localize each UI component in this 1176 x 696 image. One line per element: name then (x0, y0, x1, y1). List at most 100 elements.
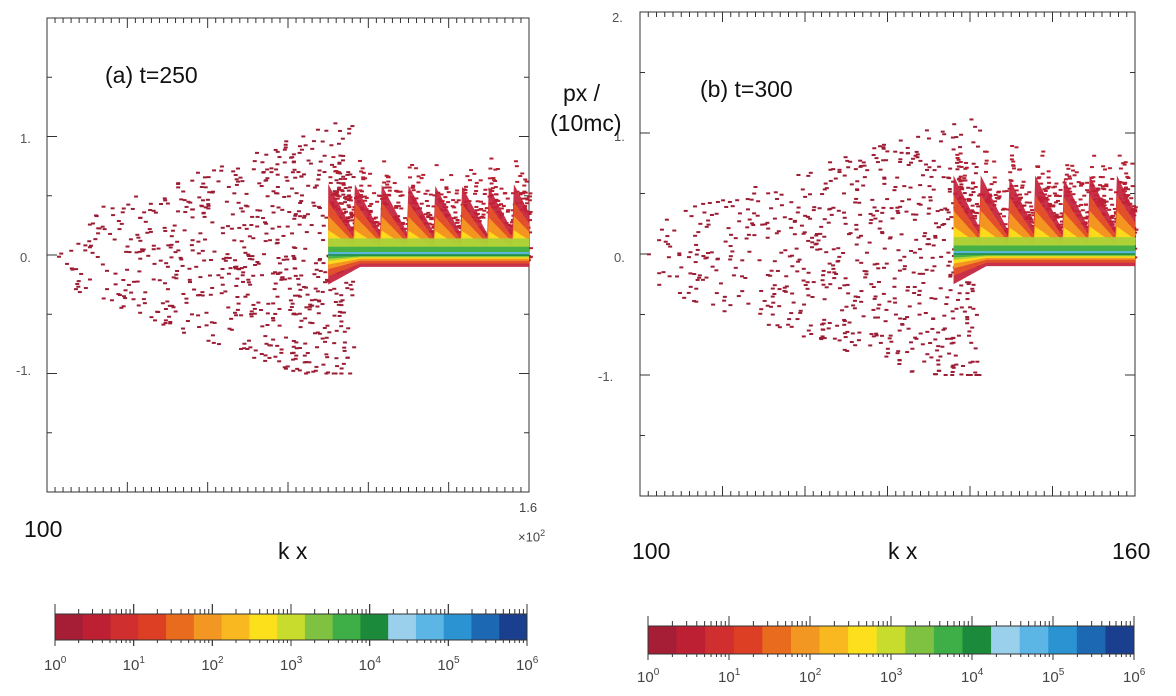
scatter-point (837, 255, 842, 258)
scatter-point (138, 311, 143, 314)
scatter-point (706, 219, 711, 222)
scatter-point (178, 256, 183, 259)
scatter-point (958, 146, 963, 149)
scatter-point (414, 167, 419, 170)
scatter-point (490, 190, 495, 193)
scatter-point (810, 241, 815, 244)
scatter-point (864, 273, 869, 276)
scatter-point (882, 143, 887, 146)
scatter-point (831, 264, 836, 267)
scatter-point (806, 239, 811, 242)
scatter-point (711, 303, 716, 306)
scatter-point (257, 182, 262, 185)
scatter-point (947, 188, 952, 191)
scatter-point (895, 206, 900, 209)
scatter-point (190, 179, 195, 182)
scatter-point (881, 292, 886, 295)
scatter-point (282, 366, 287, 369)
scatter-point (1014, 146, 1019, 149)
colorbar-tick-label: 104 (961, 667, 984, 686)
scatter-point (1046, 170, 1051, 173)
scatter-point (348, 199, 353, 202)
scatter-point (1102, 194, 1107, 197)
scatter-point (320, 337, 325, 340)
scatter-point (246, 254, 251, 257)
scatter-point (921, 281, 926, 284)
scatter-point (918, 159, 923, 162)
colorbar-tick-label: 102 (201, 655, 224, 674)
scatter-point (1039, 182, 1044, 185)
scatter-point (1082, 194, 1087, 197)
scatter-point (984, 159, 989, 162)
scatter-point (505, 210, 510, 213)
scatter-point (359, 170, 364, 173)
scatter-point (1017, 168, 1022, 171)
scatter-point (1045, 187, 1050, 190)
scatter-point (341, 362, 346, 365)
scatter-point (328, 181, 333, 184)
scatter-point (728, 304, 733, 307)
scatter-point (998, 212, 1003, 215)
scatter-point (329, 144, 334, 147)
scatter-point (280, 208, 285, 211)
scatter-point (924, 129, 929, 132)
scatter-point (250, 215, 255, 218)
scatter-point (152, 262, 157, 265)
scatter-point (950, 365, 955, 368)
scatter-point (971, 283, 976, 286)
scatter-point (735, 199, 740, 202)
scatter-point (1017, 193, 1022, 196)
scatter-point (736, 295, 741, 298)
scatter-point (1030, 209, 1035, 212)
scatter-point (83, 287, 88, 290)
scatter-point (936, 345, 941, 348)
scatter-point (765, 304, 770, 307)
scatter-point (798, 309, 803, 312)
scatter-point (522, 184, 527, 187)
scatter-point (819, 338, 824, 341)
scatter-point (1060, 226, 1065, 229)
scatter-point (657, 272, 662, 275)
scatter-point (861, 184, 866, 187)
scatter-point (853, 168, 858, 171)
scatter-point (1071, 169, 1076, 172)
panel-b-ylabel-line2: (10mc) (550, 110, 622, 136)
scatter-point (336, 181, 341, 184)
scatter-point (790, 292, 795, 295)
scatter-point (931, 159, 936, 162)
scatter-point (914, 337, 919, 340)
scatter-point (1098, 176, 1103, 179)
scatter-point (958, 152, 963, 155)
colorbar-swatch (166, 614, 195, 640)
scatter-point (897, 329, 902, 332)
panel-b-ytick-neg1: -1. (598, 369, 613, 384)
scatter-point (730, 205, 735, 208)
scatter-point (158, 203, 163, 206)
scatter-point (946, 218, 951, 221)
scatter-point (167, 315, 172, 318)
scatter-point (478, 179, 483, 182)
scatter-point (348, 173, 353, 176)
scatter-point (970, 290, 975, 293)
scatter-point (694, 253, 699, 256)
scatter-point (936, 226, 941, 229)
scatter-point (919, 256, 924, 259)
scatter-point (307, 361, 312, 364)
scatter-point (292, 312, 297, 315)
scatter-point (94, 214, 99, 217)
scatter-point (69, 267, 74, 270)
scatter-point (142, 211, 147, 214)
scatter-point (373, 216, 378, 219)
scatter-point (876, 307, 881, 310)
scatter-point (858, 165, 863, 168)
scatter-point (929, 297, 934, 300)
scatter-point (372, 217, 377, 220)
scatter-point (179, 198, 184, 201)
scatter-point (774, 232, 779, 235)
scatter-point (959, 183, 964, 186)
scatter-point (953, 354, 958, 357)
scatter-point (359, 190, 364, 193)
scatter-point (841, 252, 846, 255)
scatter-point (315, 305, 320, 308)
colorbar-tick-label: 104 (359, 655, 382, 674)
